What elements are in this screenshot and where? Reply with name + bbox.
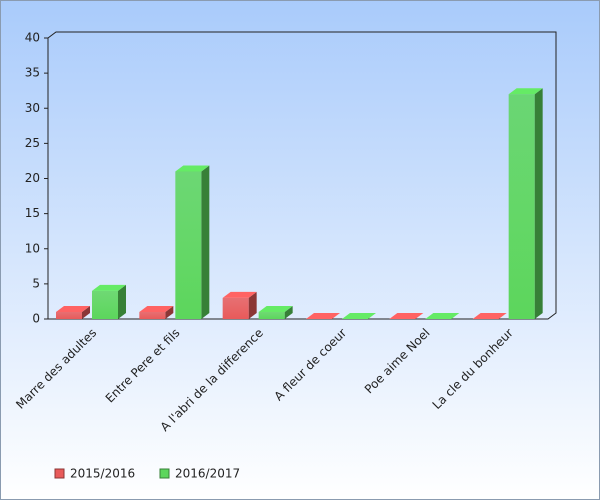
bar: [139, 311, 166, 319]
bar-top: [175, 165, 210, 172]
y-tick-label: 5: [32, 276, 40, 290]
y-tick-label: 40: [25, 31, 40, 45]
bar-top: [139, 305, 174, 312]
y-tick-label: 10: [25, 241, 40, 255]
bar-top: [222, 291, 257, 298]
bar: [56, 311, 82, 319]
legend-swatch: [159, 468, 170, 479]
y-tick-label: 30: [25, 101, 40, 115]
bar: [222, 297, 249, 319]
bar-top: [508, 88, 543, 95]
bar-top: [472, 313, 507, 319]
bar-side: [82, 305, 90, 319]
bar-side: [284, 305, 293, 319]
bar-side: [118, 284, 126, 319]
bar: [175, 171, 202, 319]
bar-top: [342, 313, 376, 319]
bar-side: [165, 305, 174, 319]
legend-label: 2016/2017: [175, 467, 240, 481]
bar-top: [258, 305, 293, 312]
bar-top: [92, 284, 126, 291]
y-tick-label: 0: [32, 312, 40, 326]
y-tick-label: 35: [25, 66, 40, 80]
y-tick-label: 25: [25, 136, 40, 150]
bar: [258, 311, 285, 319]
legend-label: 2015/2016: [70, 467, 135, 481]
y-tick-label: 20: [25, 171, 40, 185]
bar: [92, 290, 118, 319]
y-tick-label: 15: [25, 206, 40, 220]
bar-top: [389, 313, 424, 319]
bar-side: [534, 88, 543, 319]
bar-top: [306, 313, 340, 319]
bar-top: [56, 305, 90, 312]
bar-side: [248, 291, 257, 319]
bar: [508, 94, 535, 319]
bar-top: [425, 313, 460, 319]
bar-side: [201, 165, 210, 319]
legend-swatch: [54, 468, 65, 479]
